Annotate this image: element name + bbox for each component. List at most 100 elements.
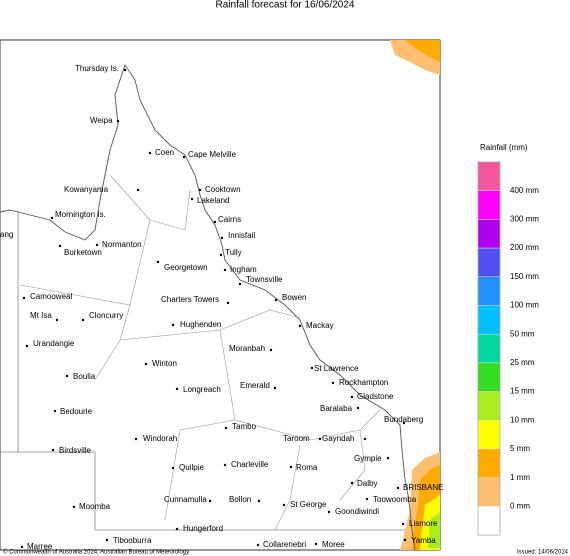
rain-area	[405, 40, 440, 62]
place-label: Mt Isa	[30, 311, 52, 320]
legend-swatch	[477, 247, 501, 278]
legend-swatch	[477, 190, 501, 220]
place-label: Mackay	[306, 321, 334, 330]
district-boundary	[19, 174, 381, 531]
town-dot	[55, 318, 59, 322]
town-dot	[22, 296, 26, 300]
place-label: Moranbah	[229, 344, 265, 353]
place-label: Longreach	[183, 385, 221, 394]
place-label: Winton	[152, 359, 177, 368]
town-dot	[156, 260, 160, 264]
state-border	[17, 212, 405, 531]
legend-label: 1 mm	[510, 473, 530, 482]
legend-label: 300 mm	[510, 215, 539, 224]
legend-label: 25 mm	[510, 358, 535, 367]
town-dot	[273, 386, 277, 390]
place-label: Dalby	[357, 479, 377, 488]
place-label: Collarenebri	[263, 540, 306, 549]
place-label: Tambo	[232, 422, 257, 431]
town-dot	[95, 243, 99, 247]
town-dot	[310, 366, 314, 370]
legend-label: 0 mm	[510, 502, 530, 511]
place-layer: Thursday Is. Weipa Coen Cape Melville Cookto…	[0, 64, 443, 551]
town-dot	[171, 466, 175, 470]
place-label: Townsville	[246, 275, 283, 284]
town-dot	[350, 481, 354, 485]
place-label: Tully	[225, 248, 242, 257]
place-label: Charleville	[231, 460, 269, 469]
legend-title: Rainfall (mm)	[480, 143, 528, 152]
town-dot	[51, 448, 55, 452]
town-dot	[144, 362, 148, 366]
town-dot	[396, 486, 400, 490]
legend-swatch	[477, 448, 501, 478]
town-dot	[72, 505, 76, 509]
place-label: Emerald	[240, 381, 270, 390]
legend-label: 50 mm	[510, 329, 535, 338]
town-dot	[136, 188, 140, 192]
legend-swatch	[477, 276, 501, 306]
place-label: Goondiwindi	[335, 507, 379, 516]
legend: 400 mm 300 mm 200 mm 150 mm 100 mm 50 mm 25 mm…	[477, 161, 539, 536]
place-label: Lismore	[409, 519, 438, 528]
town-dot	[327, 510, 331, 514]
town-dot	[386, 456, 390, 460]
issued-date: Issued: 14/06/2024	[517, 550, 569, 556]
town-dot	[190, 197, 194, 201]
place-label: Marree	[27, 542, 53, 551]
town-dot	[123, 68, 127, 72]
legend-swatch	[477, 362, 501, 392]
town-dot	[365, 497, 369, 501]
town-dot	[401, 522, 405, 526]
place-label: Taroom	[283, 434, 310, 443]
map-title: Rainfall forecast for 16/06/2024	[216, 0, 355, 11]
legend-swatch	[477, 420, 501, 450]
place-label: St George	[290, 500, 327, 509]
copyright: © Commonwealth of Australia 2024, Austra…	[3, 549, 189, 556]
place-label: Camooweal	[30, 292, 72, 301]
town-dot	[238, 282, 242, 286]
place-label: Hughenden	[180, 320, 221, 329]
town-dot	[256, 543, 260, 547]
place-label: Cunnamulla	[164, 495, 207, 504]
place-label: ang	[0, 230, 13, 239]
place-label: Bedourie	[60, 407, 93, 416]
town-dot	[226, 301, 230, 305]
legend-swatch	[477, 506, 501, 536]
legend-swatch	[477, 219, 501, 249]
town-dot	[289, 465, 293, 469]
place-label: Moree	[322, 540, 345, 549]
town-dot	[58, 244, 62, 248]
place-label: Gympie	[354, 454, 382, 463]
town-dot	[298, 324, 302, 328]
legend-swatch	[477, 333, 501, 364]
place-label: Toowoomba	[373, 495, 417, 504]
place-label: Ingham	[230, 265, 257, 274]
place-label: Baralaba	[320, 404, 353, 413]
place-label: Innisfail	[228, 231, 255, 240]
town-dot	[25, 344, 29, 348]
town-dot	[223, 268, 227, 272]
town-dot	[105, 538, 109, 542]
place-label: Kowanyama	[64, 185, 109, 194]
legend-label: 400 mm	[510, 186, 539, 195]
town-dot	[175, 527, 179, 531]
town-dot	[175, 387, 179, 391]
town-dot	[314, 542, 318, 546]
legend-swatch	[477, 391, 501, 421]
place-label: Cairns	[218, 215, 241, 224]
legend-label: 5 mm	[510, 444, 530, 453]
town-dot	[331, 381, 335, 385]
place-label: Bowen	[282, 293, 306, 302]
place-label: Weipa	[90, 116, 113, 125]
town-dot	[81, 318, 85, 322]
legend-frame	[477, 161, 501, 536]
place-label: Moomba	[79, 502, 111, 511]
town-dot	[116, 119, 120, 123]
town-dot	[224, 426, 228, 430]
town-dot	[402, 421, 406, 425]
town-dot	[257, 499, 261, 503]
town-dot	[213, 220, 217, 224]
town-dot	[182, 155, 186, 159]
